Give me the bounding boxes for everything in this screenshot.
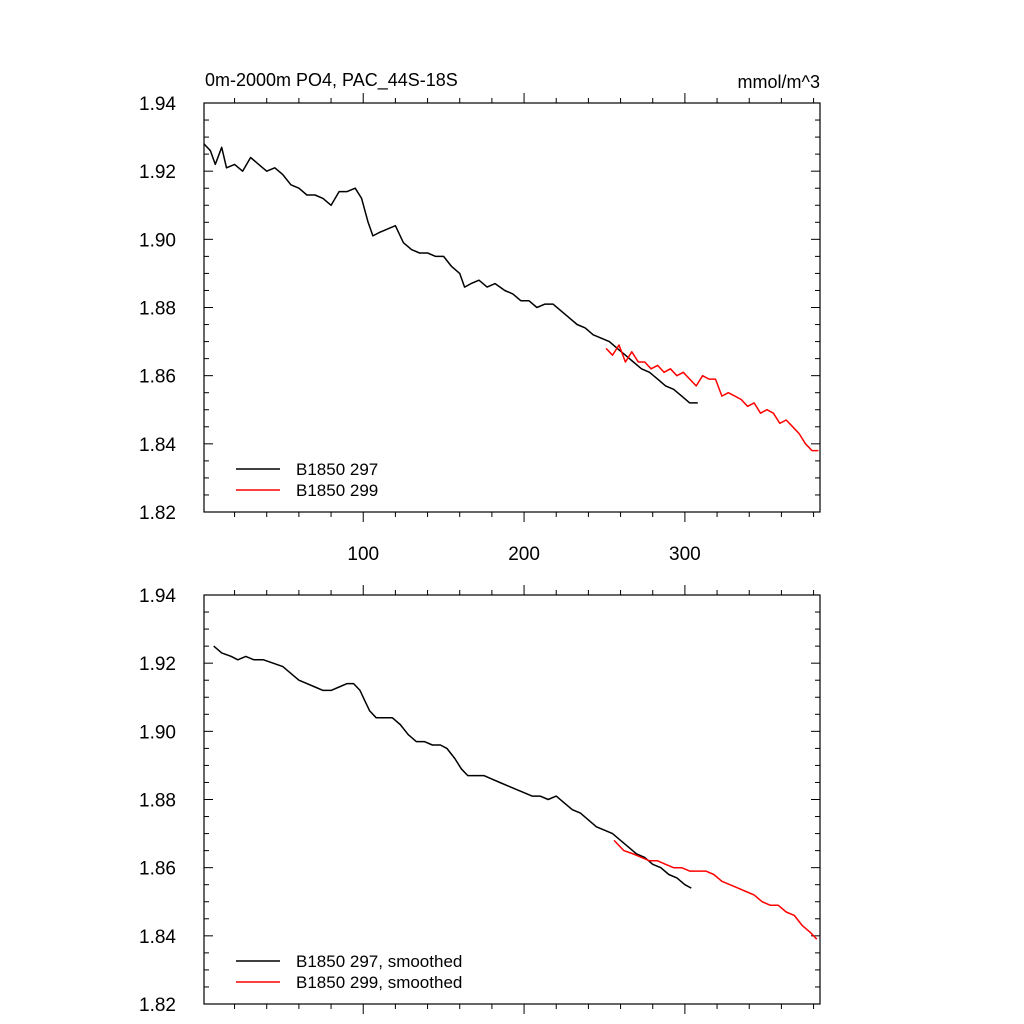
y-tick-label: 1.88: [139, 299, 176, 320]
y-tick-label: 1.84: [139, 435, 176, 456]
x-tick-label: 300: [669, 544, 701, 565]
y-tick-label: 1.86: [139, 859, 176, 880]
y-tick-label: 1.84: [139, 927, 176, 948]
series-line-b1850-297: [203, 143, 698, 404]
y-tick-label: 1.92: [139, 162, 176, 183]
legend-label-b1850-299: B1850 299: [296, 481, 378, 500]
series-line-b1850-299-smoothed: [613, 839, 818, 940]
x-tick-label: 200: [508, 544, 540, 565]
top-panel: 0m-2000m PO4, PAC_44S-18S mmol/m^3 1.941…: [139, 70, 821, 565]
y-tick-label: 1.94: [139, 94, 176, 115]
y-tick-label: 1.90: [139, 722, 176, 743]
y-axis-labels: 1.94 1.92 1.90 1.88 1.86 1.84 1.82: [139, 586, 176, 1016]
y-tick-label: 1.90: [139, 230, 176, 251]
y-tick-label: 1.88: [139, 791, 176, 812]
bottom-panel: 1.94 1.92 1.90 1.88 1.86 1.84 1.82 B1850 297, …: [139, 585, 821, 1016]
legend-label-b1850-299-smoothed: B1850 299, smoothed: [296, 973, 462, 992]
legend: B1850 297, smoothed B1850 299, smoothed: [236, 952, 462, 992]
y-tick-label: 1.92: [139, 654, 176, 675]
y-tick-label: 1.82: [139, 995, 176, 1016]
y-tick-label: 1.82: [139, 503, 176, 524]
series-line-b1850-299: [605, 344, 819, 452]
units-label: mmol/m^3: [738, 72, 820, 92]
data-series: [203, 143, 819, 452]
x-tick-label: 100: [347, 544, 379, 565]
legend-label-b1850-297: B1850 297: [296, 460, 378, 479]
series-line-b1850-297-smoothed: [213, 645, 692, 889]
x-axis-labels: 100 200 300: [347, 544, 700, 565]
axis-ticks: [204, 585, 820, 1014]
plot-frame: [203, 594, 821, 1005]
y-tick-label: 1.86: [139, 367, 176, 388]
axis-ticks: [204, 93, 820, 522]
legend: B1850 297 B1850 299: [236, 460, 378, 500]
y-tick-label: 1.94: [139, 586, 176, 607]
legend-label-b1850-297-smoothed: B1850 297, smoothed: [296, 952, 462, 971]
y-axis-labels: 1.94 1.92 1.90 1.88 1.86 1.84 1.82: [139, 94, 176, 524]
chart-title: 0m-2000m PO4, PAC_44S-18S: [205, 70, 458, 91]
data-series: [213, 645, 818, 940]
plot-frame: [203, 102, 821, 513]
